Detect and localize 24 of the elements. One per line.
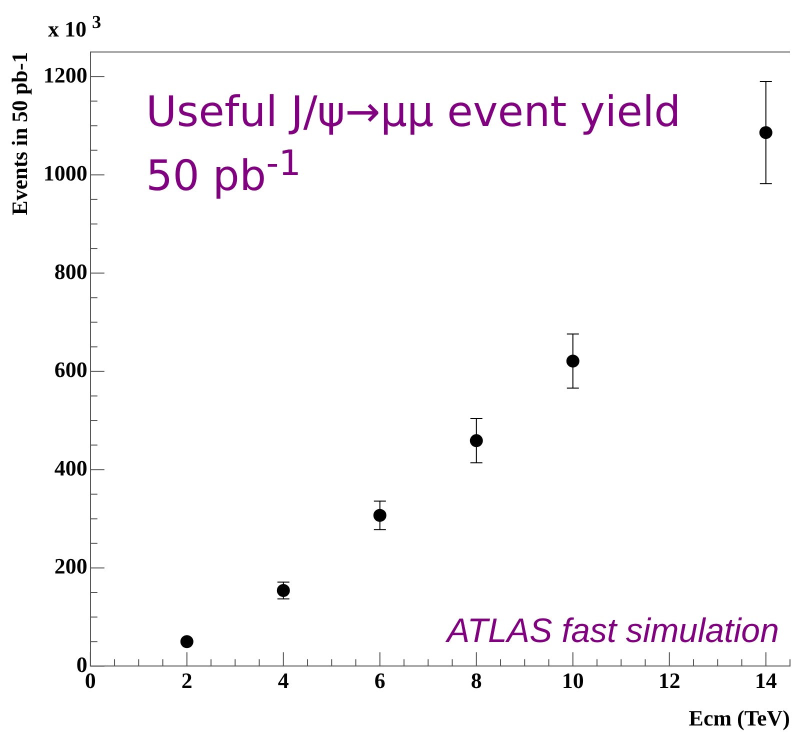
text: x 10 $^{3}$ bbox=[48, 12, 102, 42]
y-tick-label: 1000 bbox=[43, 160, 88, 186]
point bbox=[373, 508, 386, 522]
x-tick-label: 6 bbox=[374, 668, 386, 694]
point bbox=[759, 126, 772, 140]
point bbox=[566, 354, 580, 368]
point bbox=[470, 434, 483, 448]
text: Useful J/ψ→μμ event yield 50 pb$^{-1}$ bbox=[146, 86, 682, 202]
y-tick-label: 800 bbox=[54, 258, 88, 284]
y-tick-label: 400 bbox=[54, 455, 88, 480]
x-tick-label: 12 bbox=[658, 668, 680, 694]
x-tick-label: 2 bbox=[181, 668, 192, 694]
x-tick-label: 14 bbox=[754, 668, 777, 694]
y-tick-label: 600 bbox=[54, 357, 88, 382]
annotation: ATLAS fast simulation bbox=[447, 612, 779, 651]
x-tick-label: 10 bbox=[562, 668, 584, 694]
y-tick-label: 200 bbox=[54, 554, 88, 579]
y-tick-label: 1200 bbox=[43, 62, 88, 88]
x-axis-title: Ecm (TeV) bbox=[688, 705, 790, 730]
point bbox=[180, 635, 194, 648]
y-tick-label: 0 bbox=[76, 652, 88, 677]
x-tick-label: 8 bbox=[470, 668, 482, 694]
x-tick-label: 4 bbox=[278, 668, 289, 694]
y-axis-title: Events in 50 pb-1 bbox=[6, 52, 32, 216]
